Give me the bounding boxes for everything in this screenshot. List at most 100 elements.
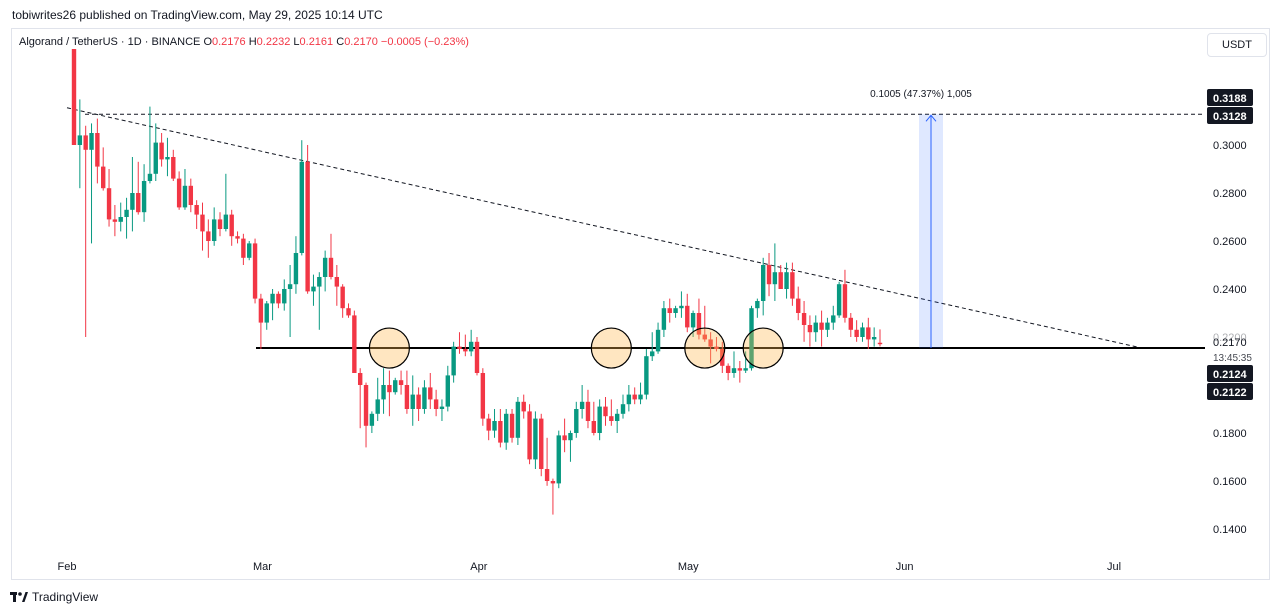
candle bbox=[141, 164, 147, 222]
candle-body bbox=[737, 368, 743, 371]
low-label: L bbox=[293, 36, 300, 48]
candle-body bbox=[147, 173, 153, 181]
candle bbox=[708, 332, 713, 364]
candle-body bbox=[568, 433, 573, 441]
candle bbox=[650, 332, 655, 361]
candle bbox=[369, 411, 375, 433]
candle-body bbox=[486, 418, 491, 431]
candle bbox=[118, 202, 123, 232]
candle bbox=[772, 243, 778, 301]
candle bbox=[194, 200, 199, 229]
candle-body bbox=[760, 265, 766, 301]
candle bbox=[375, 377, 380, 421]
candle-body bbox=[504, 413, 509, 443]
candle-body bbox=[270, 293, 275, 304]
candle-body bbox=[165, 157, 170, 160]
candle-body bbox=[813, 322, 818, 333]
candle bbox=[136, 161, 141, 215]
candle-body bbox=[498, 421, 503, 443]
candle-body bbox=[784, 272, 789, 289]
open-label: O bbox=[203, 36, 212, 48]
candle-body bbox=[439, 406, 445, 409]
candle bbox=[270, 289, 275, 321]
candle bbox=[229, 209, 234, 246]
candle bbox=[83, 125, 88, 337]
candle bbox=[200, 202, 205, 251]
candle-body bbox=[527, 411, 532, 460]
price-badge: 0.3188 bbox=[1207, 89, 1253, 106]
candle bbox=[211, 207, 217, 246]
candle bbox=[299, 140, 304, 256]
candle bbox=[778, 265, 783, 289]
measure-arrow-head bbox=[925, 114, 937, 122]
candle bbox=[188, 178, 194, 213]
candle bbox=[357, 368, 363, 429]
candle bbox=[509, 409, 515, 443]
candle bbox=[363, 382, 369, 448]
candle-body bbox=[393, 380, 398, 393]
candle-body bbox=[836, 284, 842, 316]
candle-body bbox=[539, 418, 544, 469]
currency-unit-button[interactable]: USDT bbox=[1207, 33, 1267, 57]
price-badge-bg bbox=[1207, 89, 1253, 106]
candle bbox=[661, 301, 667, 337]
candle bbox=[755, 298, 760, 318]
price-badge-bg bbox=[1207, 383, 1253, 400]
candle bbox=[77, 99, 83, 189]
candle bbox=[725, 363, 731, 381]
candle bbox=[346, 303, 351, 318]
candle bbox=[381, 368, 386, 414]
candle-body bbox=[655, 329, 661, 352]
candle bbox=[667, 298, 672, 323]
symbol-name[interactable]: Algorand / TetherUS · 1D · BINANCE bbox=[19, 36, 201, 48]
candle bbox=[574, 401, 579, 438]
candle bbox=[171, 149, 176, 181]
candle bbox=[433, 389, 439, 417]
candle-body bbox=[509, 413, 515, 438]
candle bbox=[504, 409, 509, 450]
price-badge-label: 0.3188 bbox=[1213, 93, 1247, 105]
candle-body bbox=[194, 205, 199, 215]
candles bbox=[71, 49, 883, 515]
candle-body bbox=[685, 305, 690, 328]
candle-body bbox=[579, 401, 585, 409]
candle bbox=[492, 409, 497, 438]
candle bbox=[165, 137, 170, 177]
candle bbox=[638, 382, 643, 405]
candle-body bbox=[644, 356, 649, 395]
candle-body bbox=[211, 219, 217, 241]
candle bbox=[568, 430, 573, 462]
candle bbox=[317, 272, 322, 330]
candle-body bbox=[848, 317, 853, 330]
candle bbox=[690, 310, 696, 337]
candle-body bbox=[778, 272, 783, 289]
candle bbox=[410, 375, 415, 426]
candle bbox=[825, 317, 830, 337]
candle-body bbox=[603, 406, 608, 417]
candle bbox=[807, 315, 813, 347]
y-tick-label: 0.2200 bbox=[1213, 332, 1247, 344]
candle bbox=[562, 418, 567, 453]
candle-body bbox=[334, 277, 340, 287]
candle bbox=[217, 212, 223, 237]
candle-body bbox=[299, 161, 304, 253]
candle bbox=[498, 409, 503, 448]
candle-body bbox=[404, 385, 410, 409]
candle-body bbox=[544, 469, 550, 481]
measure-tool: 0.1005 (47.37%) 1,005 bbox=[870, 89, 972, 349]
candle-body bbox=[854, 329, 859, 337]
candle bbox=[241, 233, 246, 265]
candle-body bbox=[860, 327, 865, 337]
candle bbox=[176, 171, 182, 210]
candle bbox=[550, 478, 556, 515]
candle bbox=[247, 241, 252, 261]
price-badge-label: 0.2124 bbox=[1213, 369, 1248, 381]
candle bbox=[322, 250, 328, 292]
candle-body bbox=[282, 289, 287, 304]
candle-body bbox=[276, 293, 281, 304]
candle-body bbox=[451, 346, 456, 376]
y-tick-label: 0.1400 bbox=[1213, 524, 1247, 536]
candle-body bbox=[136, 193, 141, 213]
candle-body bbox=[871, 337, 877, 340]
